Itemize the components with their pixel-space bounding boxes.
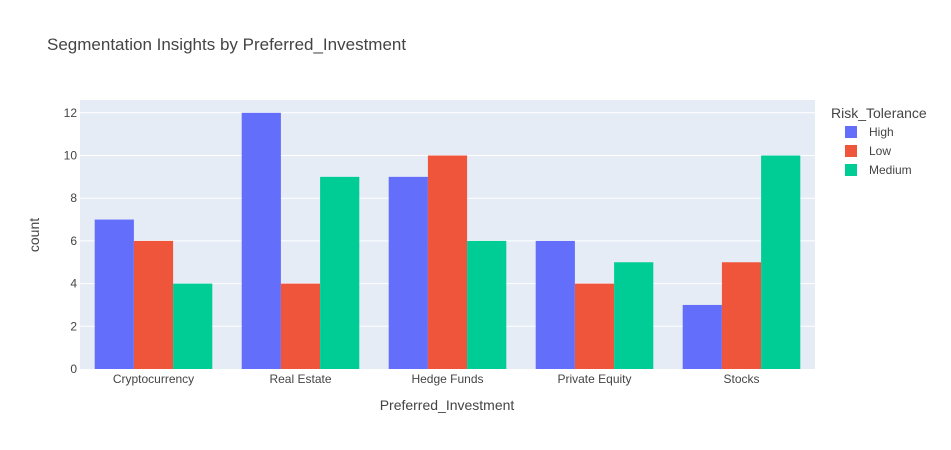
legend-swatch-medium[interactable]: [845, 164, 857, 176]
y-tick-label: 10: [64, 149, 78, 163]
legend-label-medium[interactable]: Medium: [869, 163, 912, 177]
bar-high-stocks[interactable]: [682, 304, 722, 369]
y-tick-label: 12: [64, 106, 78, 120]
bar-medium-real-estate[interactable]: [320, 176, 360, 369]
bar-low-stocks[interactable]: [721, 262, 762, 369]
x-tick-label: Hedge Funds: [411, 372, 483, 386]
y-tick-label: 8: [70, 191, 77, 205]
legend-label-high[interactable]: High: [869, 125, 894, 139]
x-tick-label: Private Equity: [557, 372, 631, 386]
y-tick-label: 0: [70, 362, 77, 376]
bar-high-hedge-funds[interactable]: [388, 176, 428, 369]
bar-low-private-equity[interactable]: [574, 283, 615, 369]
bar-high-private-equity[interactable]: [535, 240, 575, 369]
chart-title: Segmentation Insights by Preferred_Inves…: [47, 35, 406, 54]
bar-low-cryptocurrency[interactable]: [133, 240, 174, 369]
x-axis-title: Preferred_Investment: [380, 397, 515, 413]
bar-low-hedge-funds[interactable]: [427, 155, 468, 369]
bar-medium-stocks[interactable]: [761, 155, 801, 369]
legend-swatch-low[interactable]: [845, 145, 857, 157]
bar-medium-cryptocurrency[interactable]: [173, 283, 213, 369]
bar-medium-hedge-funds[interactable]: [467, 240, 507, 369]
bar-low-real-estate[interactable]: [280, 283, 321, 369]
legend-title: Risk_Tolerance: [831, 105, 927, 121]
y-tick-label: 4: [70, 277, 77, 291]
bar-medium-private-equity[interactable]: [614, 262, 654, 369]
x-tick-label: Real Estate: [269, 372, 331, 386]
bar-high-cryptocurrency[interactable]: [94, 219, 134, 369]
bar-high-real-estate[interactable]: [241, 112, 281, 370]
legend-swatch-high[interactable]: [845, 126, 857, 138]
y-tick-label: 6: [70, 234, 77, 248]
x-tick-label: Cryptocurrency: [113, 372, 194, 386]
legend: High Low Medium: [845, 125, 912, 177]
legend-label-low[interactable]: Low: [869, 144, 891, 158]
y-axis-title: count: [26, 218, 42, 252]
y-tick-label: 2: [70, 319, 77, 333]
x-tick-label: Stocks: [723, 372, 759, 386]
